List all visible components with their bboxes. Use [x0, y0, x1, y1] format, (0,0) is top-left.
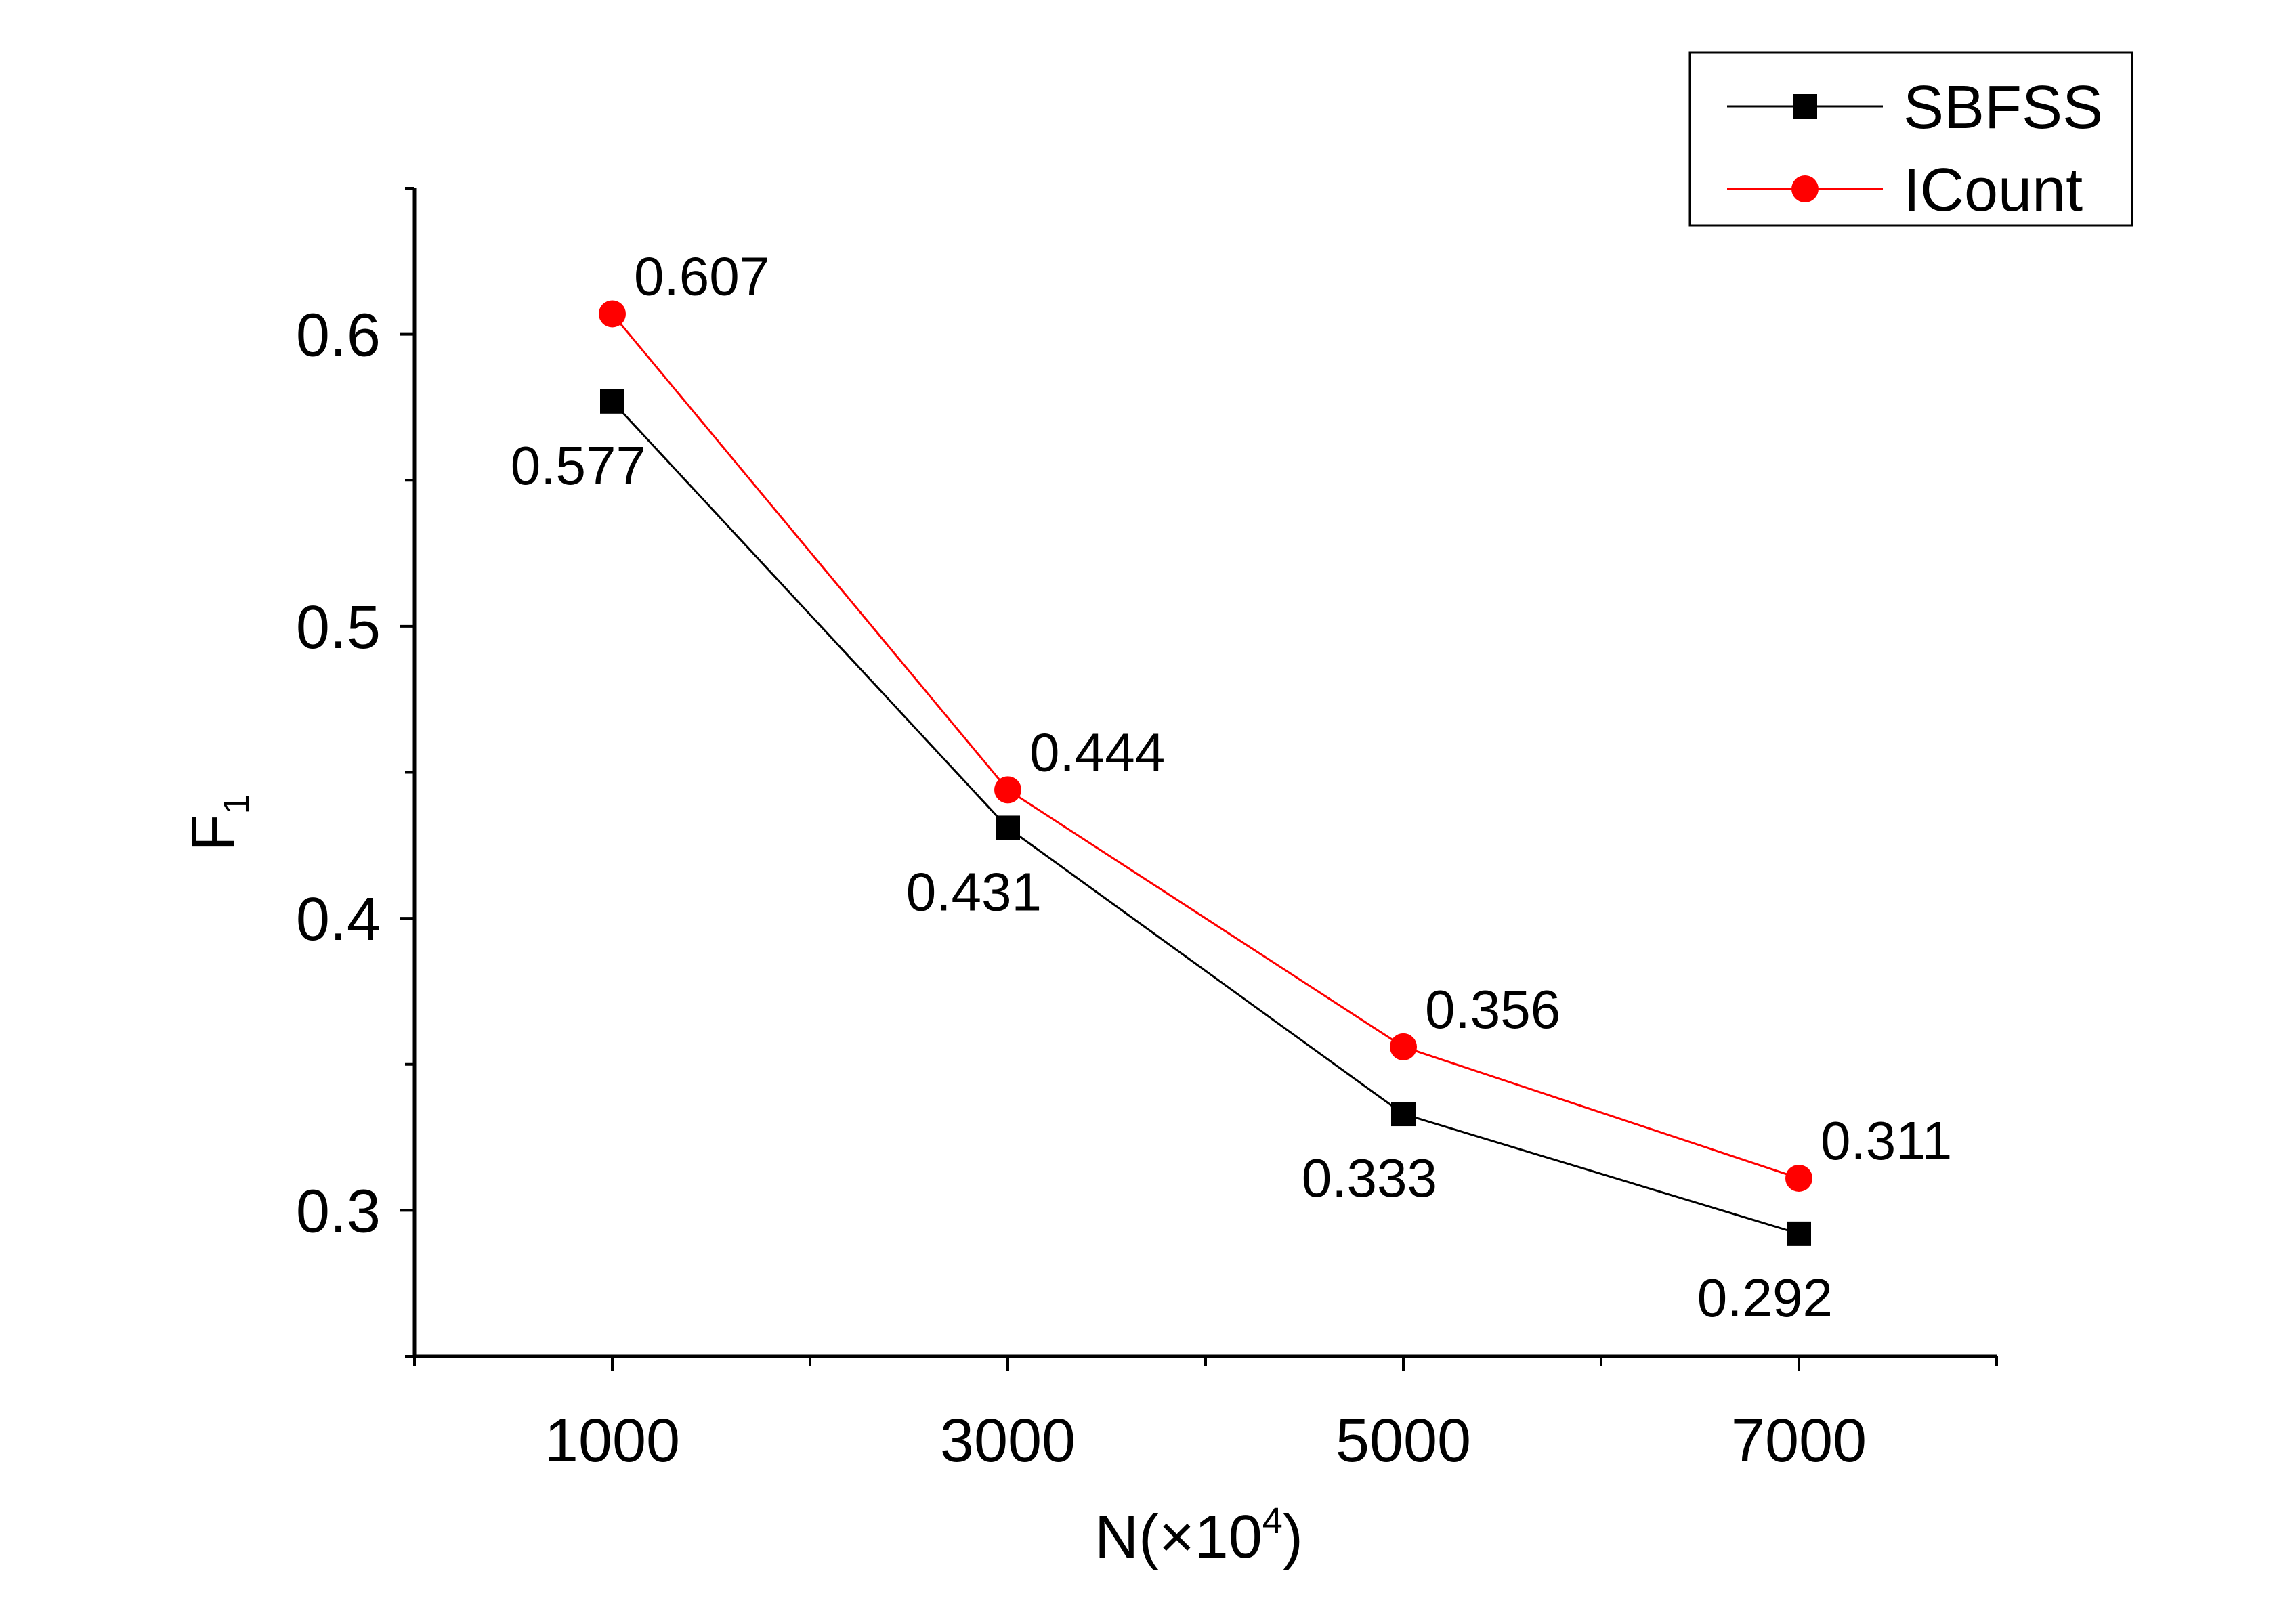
data-label: 0.607: [634, 246, 769, 306]
y-tick-label: 0.5: [296, 594, 381, 662]
series-sbfss: [600, 389, 1811, 1246]
data-label: 0.311: [1821, 1111, 1952, 1171]
legend-box: [1688, 51, 2133, 227]
data-label: 0.444: [1029, 722, 1165, 782]
legend-label: SBFSS: [1903, 74, 2103, 142]
series-layer: [599, 300, 1812, 1246]
y-tick-label: 0.6: [296, 302, 381, 370]
data-point: [600, 389, 624, 414]
x-tick-label: 7000: [1731, 1407, 1867, 1475]
data-label: 0.356: [1425, 979, 1560, 1039]
data-label: 0.431: [906, 861, 1042, 922]
data-point: [996, 815, 1020, 840]
axes: [412, 188, 1997, 1358]
x-axis-ticks: 1000 3000 5000 7000: [413, 1356, 1998, 1475]
data-point: [1787, 1221, 1811, 1246]
y-axis-ticks: 0.3 0.4 0.5 0.6: [296, 187, 414, 1358]
x-tick-label: 1000: [545, 1407, 680, 1475]
data-point: [599, 300, 626, 328]
series-line-sbfss: [611, 400, 1800, 1235]
series-icount: [599, 300, 1812, 1192]
data-point: [1391, 1102, 1416, 1127]
data-label: 0.333: [1302, 1148, 1437, 1208]
data-point: [1785, 1164, 1812, 1192]
legend: SBFSS ICount: [1688, 51, 2133, 227]
legend-marker: [1791, 175, 1819, 202]
x-tick-label: 3000: [940, 1407, 1076, 1475]
data-point: [994, 776, 1021, 804]
y-tick-label: 0.4: [296, 886, 381, 953]
x-axis-label: N(×104): [1094, 1501, 1303, 1571]
data-labels: 0.577 0.431 0.333 0.292 0.607 0.444 0.356 0.311: [511, 246, 1952, 1327]
legend-item-sbfss: SBFSS: [1727, 74, 2103, 142]
legend-item-icount: ICount: [1727, 156, 2083, 224]
y-axis-label: F1: [179, 794, 257, 851]
y-tick-label: 0.3: [296, 1178, 381, 1245]
data-label: 0.292: [1697, 1268, 1833, 1328]
legend-marker: [1793, 94, 1817, 119]
legend-label: ICount: [1903, 156, 2083, 224]
series-line-icount: [611, 313, 1800, 1180]
data-label: 0.577: [511, 435, 646, 496]
data-point: [1390, 1033, 1417, 1060]
x-tick-label: 5000: [1336, 1407, 1471, 1475]
